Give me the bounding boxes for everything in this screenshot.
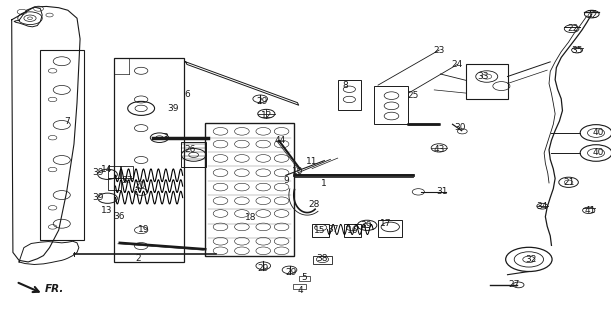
Bar [293,284,306,289]
Text: 6: 6 [184,90,190,99]
Text: 8: 8 [343,81,349,90]
Bar [181,142,206,167]
Text: 28: 28 [308,200,319,209]
Text: 19: 19 [138,225,149,234]
Text: 29: 29 [258,264,269,273]
Text: 33: 33 [477,72,489,81]
Text: 3: 3 [163,133,168,142]
Text: 7: 7 [64,117,70,126]
Text: 29: 29 [285,268,296,277]
Text: 13: 13 [101,206,113,215]
Text: 39: 39 [92,168,103,177]
Text: 42: 42 [586,11,597,20]
Text: 39: 39 [168,104,179,113]
Text: 44: 44 [274,136,285,145]
Text: 10: 10 [293,167,304,176]
Bar [378,220,403,237]
Bar [375,86,408,124]
Text: 4: 4 [297,286,303,295]
Text: 14: 14 [101,165,113,174]
Text: 24: 24 [452,60,463,69]
Text: 43: 43 [433,145,445,154]
Text: 1: 1 [321,180,327,188]
Text: 29: 29 [256,97,267,106]
Bar [299,276,310,281]
Text: 40: 40 [592,148,603,157]
Text: 37: 37 [121,176,133,185]
Text: 17: 17 [379,219,391,228]
Bar [108,166,121,179]
Text: 9: 9 [283,176,289,185]
Bar [120,166,133,179]
Text: 30: 30 [454,123,466,132]
Bar [466,64,507,99]
Text: 34: 34 [537,202,548,211]
Bar [205,123,294,256]
Text: 5: 5 [301,273,307,282]
Text: 11: 11 [307,157,318,166]
Text: 32: 32 [525,255,536,264]
Text: FR.: FR. [45,284,64,294]
Bar [40,50,84,240]
Text: 39: 39 [360,221,371,230]
Text: 26: 26 [184,145,196,154]
Text: 36: 36 [113,212,124,221]
Text: 31: 31 [436,188,448,196]
Bar [344,224,361,237]
Text: 22: 22 [567,24,578,33]
Text: 37: 37 [328,225,339,234]
Text: 39: 39 [92,193,103,202]
Text: 40: 40 [592,128,603,137]
Text: 2: 2 [135,254,141,263]
Text: 16: 16 [347,226,359,235]
Text: 18: 18 [245,213,257,222]
Text: 35: 35 [572,45,583,55]
Text: 15: 15 [315,226,326,235]
Bar [313,256,332,264]
Text: 23: 23 [433,45,445,55]
Text: 25: 25 [407,91,419,100]
Bar [338,80,361,110]
Text: 12: 12 [261,111,272,120]
Text: 20: 20 [134,181,146,190]
Bar [108,178,121,190]
Bar [114,58,184,262]
Bar [312,224,329,237]
Text: 38: 38 [317,254,328,263]
Text: 21: 21 [563,178,574,187]
Text: 41: 41 [584,206,595,215]
Text: 27: 27 [508,280,520,289]
